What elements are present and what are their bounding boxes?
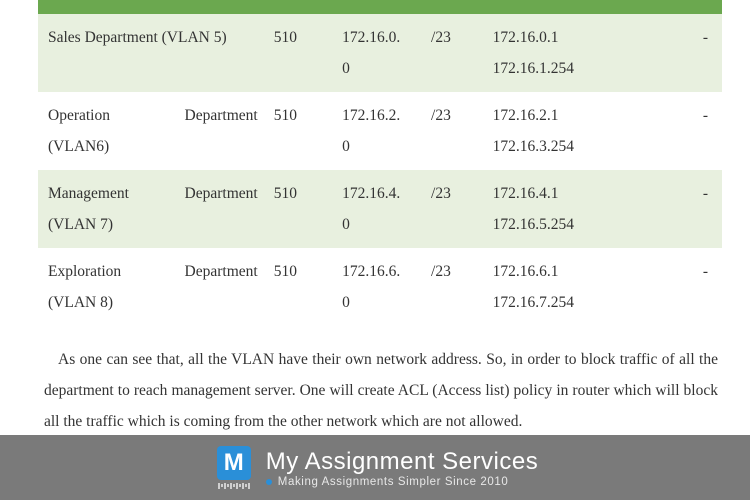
table-row: Sales Department (VLAN 5) 510 172.16.0. … xyxy=(38,14,722,92)
cell-network: 172.16.2. 0 xyxy=(332,92,421,170)
net-l1: 172.16.0. xyxy=(342,22,415,53)
cell-count: 510 xyxy=(264,170,332,248)
net-l1: 172.16.4. xyxy=(342,178,415,209)
net-l1: 172.16.2. xyxy=(342,100,415,131)
name-l1: Operation Department xyxy=(48,100,258,131)
cell-dash: - xyxy=(674,248,722,326)
cell-count: 510 xyxy=(264,248,332,326)
name-l1: Management Department xyxy=(48,178,258,209)
cell-network: 172.16.0. 0 xyxy=(332,14,421,92)
cell-network: 172.16.6. 0 xyxy=(332,248,421,326)
brand-tagline: Making Assignments Simpler Since 2010 xyxy=(266,476,538,488)
range-l2: 172.16.1.254 xyxy=(493,53,669,84)
cell-dash: - xyxy=(674,92,722,170)
cell-name: Sales Department (VLAN 5) xyxy=(38,14,264,92)
cell-mask: /23 xyxy=(421,92,483,170)
name-l2: (VLAN 7) xyxy=(48,209,258,240)
cell-range: 172.16.0.1 172.16.1.254 xyxy=(483,14,675,92)
range-l1: 172.16.2.1 xyxy=(493,100,669,131)
cell-name: Management Department (VLAN 7) xyxy=(38,170,264,248)
cell-mask: /23 xyxy=(421,14,483,92)
net-l2: 0 xyxy=(342,131,415,162)
dot-icon xyxy=(266,479,272,485)
cell-range: 172.16.6.1 172.16.7.254 xyxy=(483,248,675,326)
paragraph-1: As one can see that, all the VLAN have t… xyxy=(44,344,718,437)
keyboard-icon xyxy=(213,482,255,490)
cell-name: Exploration Department (VLAN 8) xyxy=(38,248,264,326)
cell-count: 510 xyxy=(264,92,332,170)
table-row: Exploration Department (VLAN 8) 510 172.… xyxy=(38,248,722,326)
cell-mask: /23 xyxy=(421,248,483,326)
brand-text: My Assignment Services Making Assignment… xyxy=(266,448,538,488)
net-l2: 0 xyxy=(342,53,415,84)
range-l1: 172.16.0.1 xyxy=(493,22,669,53)
logo-square-icon: M xyxy=(217,446,251,480)
name-l2: (VLAN6) xyxy=(48,131,258,162)
table-row: Management Department (VLAN 7) 510 172.1… xyxy=(38,170,722,248)
cell-name: Operation Department (VLAN6) xyxy=(38,92,264,170)
footer-banner: M My Assignment Services Making Assignme… xyxy=(0,435,750,500)
cell-count: 510 xyxy=(264,14,332,92)
cell-mask: /23 xyxy=(421,170,483,248)
cell-range: 172.16.4.1 172.16.5.254 xyxy=(483,170,675,248)
cell-range: 172.16.2.1 172.16.3.254 xyxy=(483,92,675,170)
tagline-text: Making Assignments Simpler Since 2010 xyxy=(278,476,509,488)
brand-logo-block: M My Assignment Services Making Assignme… xyxy=(212,446,538,490)
name-l1: Exploration Department xyxy=(48,256,258,287)
range-l2: 172.16.3.254 xyxy=(493,131,669,162)
range-l1: 172.16.6.1 xyxy=(493,256,669,287)
logo-mark: M xyxy=(212,446,256,490)
cell-dash: - xyxy=(674,170,722,248)
brand-name: My Assignment Services xyxy=(266,448,538,476)
name-l2: (VLAN 8) xyxy=(48,287,258,318)
vlan-table: Sales Department (VLAN 5) 510 172.16.0. … xyxy=(38,0,722,326)
cell-dash: - xyxy=(674,14,722,92)
range-l2: 172.16.5.254 xyxy=(493,209,669,240)
table-header-row xyxy=(38,0,722,14)
net-l1: 172.16.6. xyxy=(342,256,415,287)
net-l2: 0 xyxy=(342,209,415,240)
net-l2: 0 xyxy=(342,287,415,318)
cell-network: 172.16.4. 0 xyxy=(332,170,421,248)
range-l1: 172.16.4.1 xyxy=(493,178,669,209)
table-row: Operation Department (VLAN6) 510 172.16.… xyxy=(38,92,722,170)
range-l2: 172.16.7.254 xyxy=(493,287,669,318)
